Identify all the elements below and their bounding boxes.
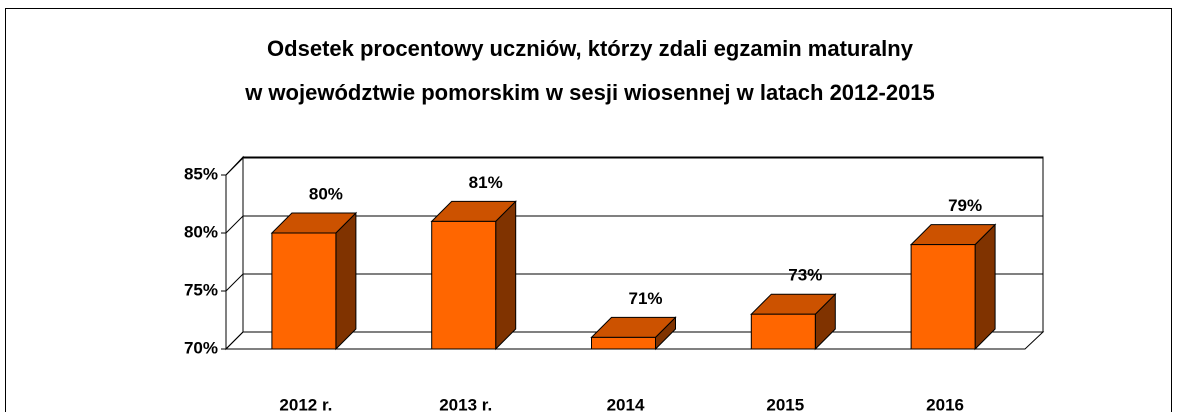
- value-label: 73%: [788, 266, 822, 285]
- x-tick-label: 2014: [607, 395, 645, 412]
- bar: [271, 232, 337, 350]
- value-label: 80%: [309, 184, 343, 203]
- grid-line: [225, 215, 1043, 234]
- value-label: 71%: [628, 289, 662, 308]
- chart-title: w województwie pomorskim w sesji wiosenn…: [244, 80, 935, 105]
- bar-side: [974, 223, 996, 351]
- bar: [750, 313, 816, 350]
- grid-line: [225, 157, 1043, 176]
- grid-line: [225, 273, 1043, 292]
- bar-side: [495, 200, 517, 351]
- y-tick-label: 75%: [184, 280, 218, 299]
- bar: [910, 244, 976, 350]
- x-tick-label: 2012 r.: [279, 395, 332, 412]
- side-wall: [225, 155, 244, 351]
- x-tick-label: 2016: [926, 395, 964, 412]
- value-label: 81%: [469, 173, 503, 192]
- y-tick-label: 80%: [184, 222, 218, 241]
- x-tick-label: 2013 r.: [439, 395, 492, 412]
- chart-title: Odsetek procentowy uczniów, którzy zdali…: [267, 36, 914, 61]
- x-tick-label: 2015: [766, 395, 804, 412]
- y-tick-label: 70%: [184, 338, 218, 357]
- back-wall: [242, 156, 1044, 333]
- y-tick-label: 85%: [184, 164, 218, 183]
- value-label: 79%: [948, 196, 982, 215]
- bar: [431, 220, 497, 350]
- bar: [591, 336, 656, 350]
- bar-side: [335, 211, 357, 351]
